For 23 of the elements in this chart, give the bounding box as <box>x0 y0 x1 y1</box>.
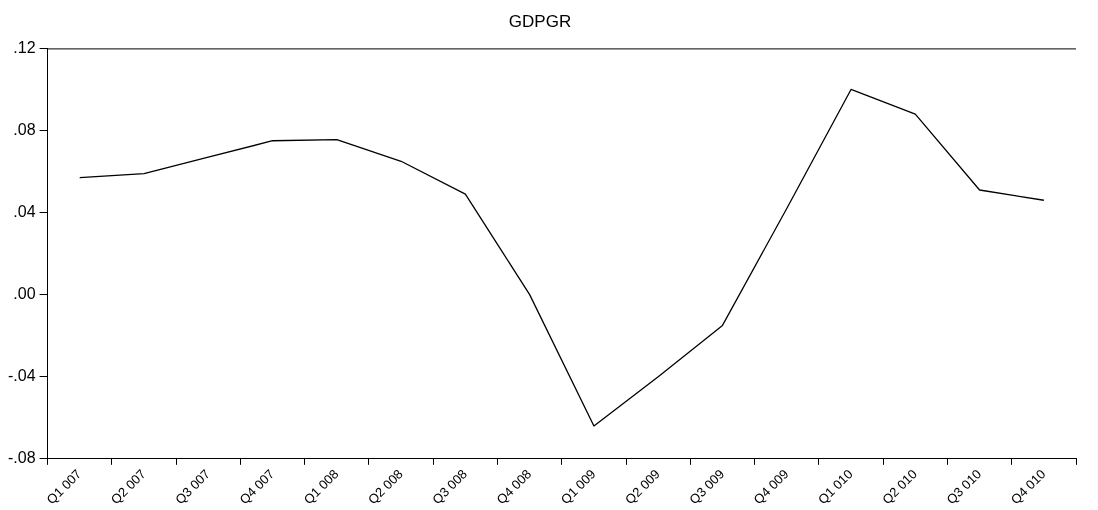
x-tick-label: Q4 009 <box>750 466 792 508</box>
y-tick-label: -.04 <box>7 367 36 385</box>
y-tick-label: .08 <box>13 120 36 138</box>
x-tick-label: Q1 008 <box>300 466 342 508</box>
y-tick-label: .00 <box>13 285 36 303</box>
x-tick-label: Q4 007 <box>236 466 278 508</box>
y-tick-label: .12 <box>13 38 36 56</box>
x-tick-label: Q3 009 <box>686 466 728 508</box>
x-tick-label: Q2 009 <box>622 466 663 508</box>
x-tick-label: Q1 009 <box>557 466 599 508</box>
chart-title: GDPGR <box>508 11 572 31</box>
y-tick-label: .04 <box>13 202 36 220</box>
x-tick-label: Q3 007 <box>172 466 213 508</box>
x-tick-label: Q2 010 <box>879 466 920 508</box>
x-tick-label: Q4 008 <box>493 466 535 508</box>
x-tick-label: Q3 010 <box>943 466 985 508</box>
x-tick-label: Q1 007 <box>43 466 85 508</box>
x-tick-label: Q3 008 <box>429 466 471 508</box>
x-tick-label: Q1 010 <box>814 466 856 508</box>
x-tick-label: Q4 010 <box>1007 466 1049 508</box>
x-tick-label: Q2 008 <box>364 466 406 508</box>
y-tick-label: -.08 <box>7 449 36 467</box>
x-tick-label: Q2 007 <box>107 466 149 508</box>
